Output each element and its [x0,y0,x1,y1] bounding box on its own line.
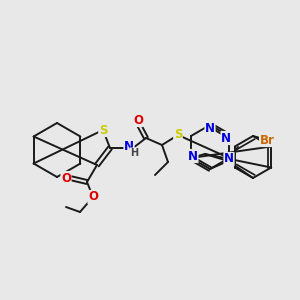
Text: N: N [221,131,231,145]
Text: O: O [88,190,98,203]
Text: Br: Br [260,134,274,146]
Text: O: O [133,113,143,127]
Text: N: N [205,122,215,134]
Text: N: N [188,149,198,163]
Text: S: S [174,128,182,142]
Text: S: S [99,124,107,136]
Text: N: N [124,140,134,154]
Text: H: H [130,148,138,158]
Text: O: O [61,172,71,184]
Text: N: N [224,152,234,166]
